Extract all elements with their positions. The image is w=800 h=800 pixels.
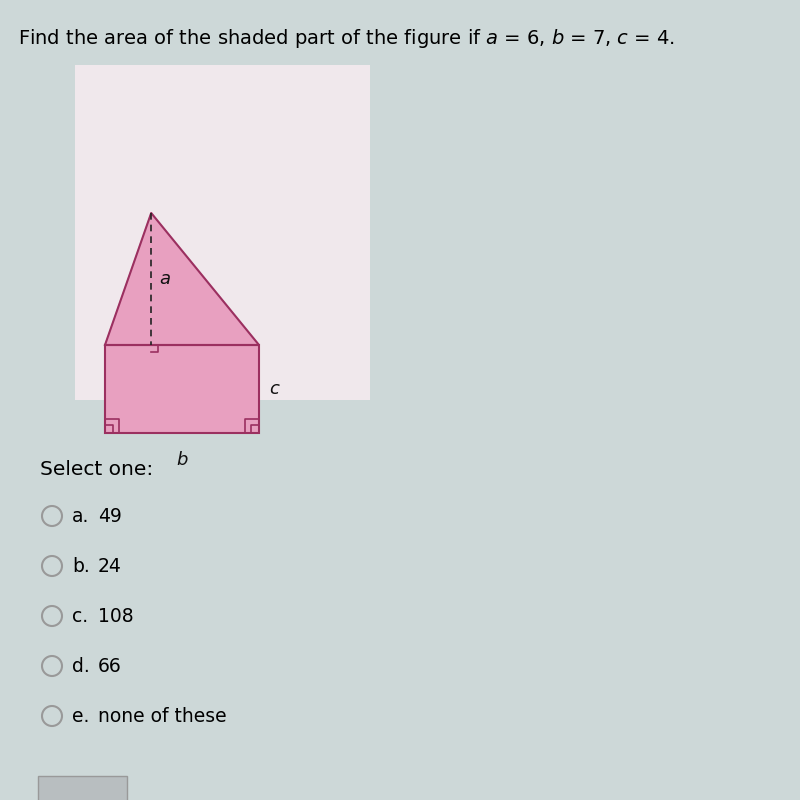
Text: Find the area of the shaded part of the figure if $a$ = 6, $b$ = 7, $c$ = 4.: Find the area of the shaded part of the … (18, 26, 675, 50)
Text: 66: 66 (98, 657, 122, 675)
Text: c.: c. (72, 606, 88, 626)
Text: d.: d. (72, 657, 90, 675)
Polygon shape (105, 213, 259, 345)
Text: $a$: $a$ (159, 270, 171, 288)
Bar (75, 65, 370, 400)
Text: 49: 49 (98, 506, 122, 526)
FancyBboxPatch shape (38, 776, 127, 800)
Text: 24: 24 (98, 557, 122, 575)
Text: none of these: none of these (98, 706, 226, 726)
Text: $c$: $c$ (269, 380, 281, 398)
Text: a.: a. (72, 506, 90, 526)
Text: Check: Check (55, 784, 109, 800)
Text: e.: e. (72, 706, 90, 726)
Bar (105, 345, 259, 433)
Text: Select one:: Select one: (40, 460, 154, 479)
Text: 108: 108 (98, 606, 134, 626)
Text: b.: b. (72, 557, 90, 575)
Text: $b$: $b$ (176, 451, 188, 469)
